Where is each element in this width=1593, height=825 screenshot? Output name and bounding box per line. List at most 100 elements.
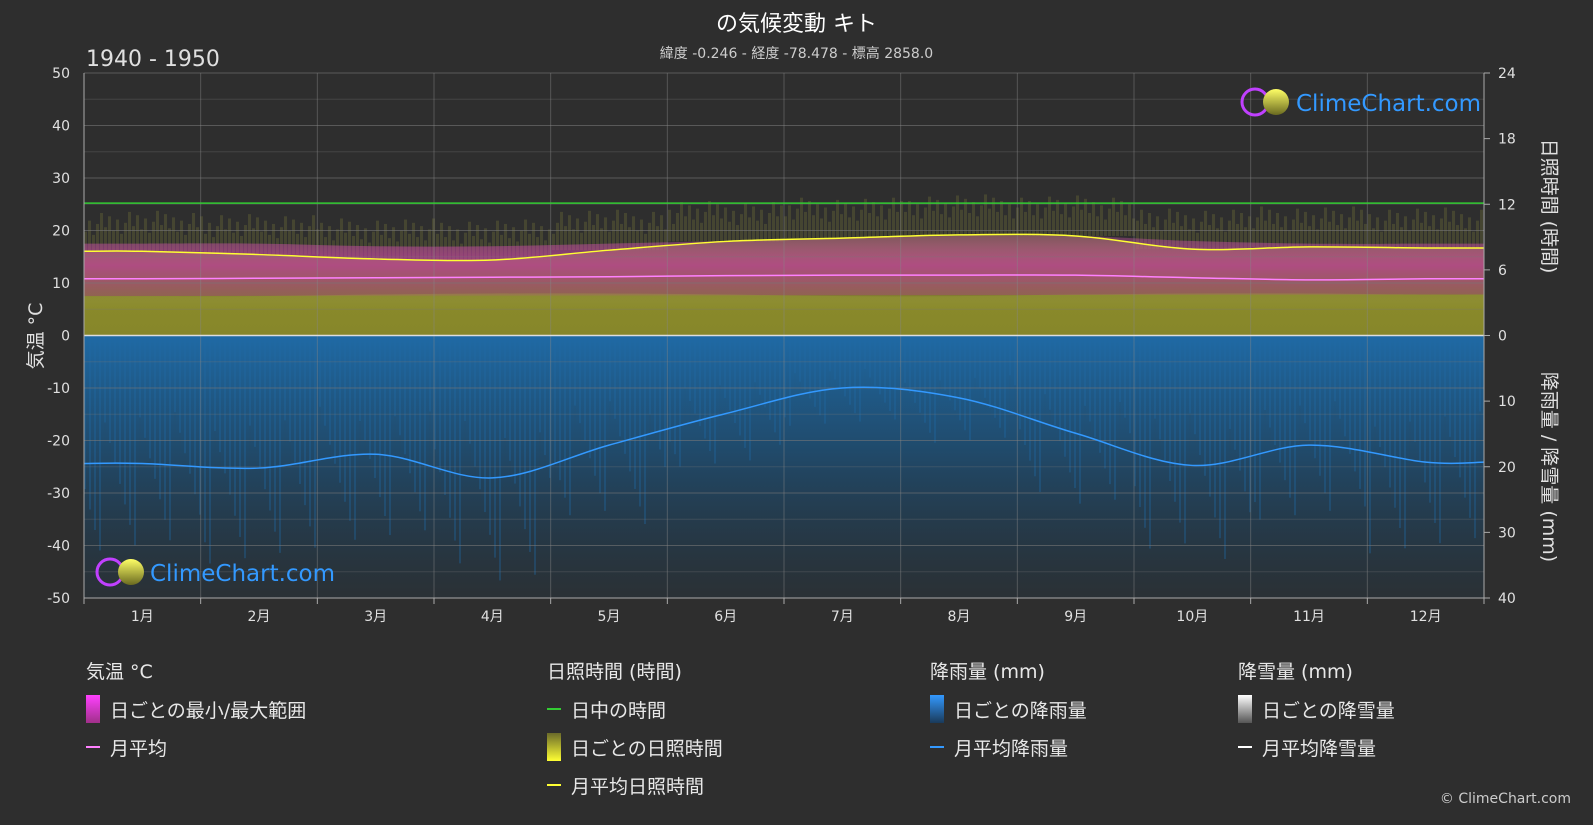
legend-header: 気温 °C (86, 661, 153, 683)
daily-sunshine-bar (1256, 217, 1259, 247)
x-tick-label: 1月 (131, 609, 154, 625)
watermark-bottom: ClimeChart.com (95, 557, 335, 587)
daily-rain-bar (1344, 335, 1346, 437)
daily-rain-bar (1154, 335, 1156, 419)
daily-rain-bar (1229, 335, 1231, 430)
daily-rain-bar (639, 335, 641, 507)
daily-sunshine-bar (132, 226, 135, 252)
daily-rain-bar (144, 335, 146, 438)
daily-sunshine-bar (1212, 214, 1215, 250)
daily-sunshine-bar (172, 217, 175, 252)
x-tick-label: 6月 (714, 609, 737, 625)
daily-sunshine-bar (292, 219, 295, 255)
y-tick-label-precip: 30 (1498, 525, 1516, 541)
daily-rain-bar (469, 335, 471, 444)
daily-sunshine-bar (1000, 200, 1003, 235)
legend-swatch (1238, 695, 1252, 723)
legend-swatch (547, 784, 561, 786)
daily-rain-bar (1359, 335, 1361, 489)
daily-sunshine-bar (224, 229, 227, 255)
daily-rain-bar (1239, 335, 1241, 471)
daily-sunshine-bar (1408, 230, 1411, 248)
daily-rain-bar (964, 335, 966, 431)
daily-sunshine-bar (800, 197, 803, 239)
daily-rain-bar (1079, 335, 1081, 504)
daily-rain-bar (224, 335, 226, 474)
daily-rain-bar (1089, 335, 1091, 422)
daily-rain-bar (1334, 335, 1336, 402)
climate-chart: 50 40 30 20 10 0 -10 -20 -30 -40 -50 24 18 12 6 0 10 20 30… (25, 47, 1560, 625)
daily-sunshine-bar (1264, 220, 1267, 247)
daily-sunshine-bar (820, 218, 823, 239)
daily-rain-bar (749, 335, 751, 461)
daily-sunshine-bar (1376, 217, 1379, 248)
daily-rain-bar (94, 335, 96, 531)
legend-temp: 気温 °C 日ごとの最小/最大範囲 月平均 (86, 660, 306, 766)
daily-rain-bar (294, 335, 296, 463)
daily-rain-bar (1479, 335, 1481, 412)
daily-rain-bar (914, 335, 916, 403)
daily-rain-bar (1179, 335, 1181, 523)
daily-rain-bar (1329, 335, 1331, 511)
daily-rain-bar (1474, 335, 1476, 539)
daily-sunshine-bar (88, 220, 91, 252)
daily-sunshine-bar (760, 209, 763, 242)
daily-rain-bar (979, 335, 981, 388)
daily-rain-bar (559, 335, 561, 481)
daily-rain-bar (924, 335, 926, 423)
daily-sunshine-bar (1044, 207, 1047, 236)
daily-rain-bar (1444, 335, 1446, 417)
daily-sunshine-bar (84, 231, 87, 252)
daily-sunshine-bar (1428, 226, 1431, 248)
daily-sunshine-bar (1048, 196, 1051, 236)
daily-sunshine-bar (976, 216, 979, 235)
y-tick-label-precip: 10 (1498, 394, 1516, 410)
daily-sunshine-bar (988, 208, 991, 235)
daily-sunshine-bar (104, 227, 107, 252)
daily-rain-bar (1094, 335, 1096, 438)
daily-sunshine-bar (532, 222, 535, 261)
daily-rain-bar (1389, 335, 1391, 488)
daily-sunshine-bar (1308, 226, 1311, 247)
daily-sunshine-bar (604, 217, 607, 251)
daily-rain-bar (1294, 335, 1296, 516)
daily-rain-bar (329, 335, 331, 445)
legend-item: 日ごとの降雨量 (930, 690, 1087, 728)
daily-rain-bar (274, 335, 276, 532)
daily-rain-bar (849, 335, 851, 405)
daily-sunshine-bar (576, 218, 579, 251)
daily-sunshine-bar (120, 233, 123, 252)
legend-label: 月平均日照時間 (571, 775, 705, 798)
daily-sunshine-bar (1196, 232, 1199, 250)
temp-range-lower-mask (84, 293, 1484, 336)
legend-label: 月平均降雨量 (954, 737, 1069, 760)
daily-rain-bar (504, 335, 506, 439)
daily-sunshine-bar (220, 215, 223, 255)
daily-sunshine-bar (1224, 231, 1227, 250)
x-tick-label: 10月 (1176, 609, 1208, 625)
rain-avg-line (83, 386, 1485, 479)
daily-rain-bar (599, 335, 601, 494)
daily-sunshine-bar (1184, 215, 1187, 250)
daily-sunshine-bar (1316, 229, 1319, 247)
daily-sunshine-bar (1460, 214, 1463, 248)
daily-sunshine-bar (1084, 198, 1087, 236)
daily-sunshine-bar (1168, 208, 1171, 250)
daily-sunshine-bar (1156, 216, 1159, 250)
daily-rain-bar (509, 335, 511, 461)
daily-sunshine-bar (1232, 209, 1235, 250)
legend-swatch (930, 746, 944, 748)
daily-sunshine-bar (236, 221, 239, 255)
y-tick-label-precip: 20 (1498, 460, 1516, 476)
daily-sunshine-bar (96, 223, 99, 252)
daily-sunshine-bar (1012, 218, 1015, 235)
daily-rain-bar (984, 335, 986, 398)
y-tick-label-temp: 20 (52, 224, 70, 240)
daily-rain-bar (704, 335, 706, 439)
daily-rain-bar (634, 335, 636, 489)
daily-rain-bar (419, 335, 421, 512)
daily-sunshine-bar (956, 195, 959, 235)
daily-sunshine-bar (636, 230, 639, 251)
daily-rain-bar (1004, 335, 1006, 438)
daily-sunshine-bar (312, 215, 315, 255)
